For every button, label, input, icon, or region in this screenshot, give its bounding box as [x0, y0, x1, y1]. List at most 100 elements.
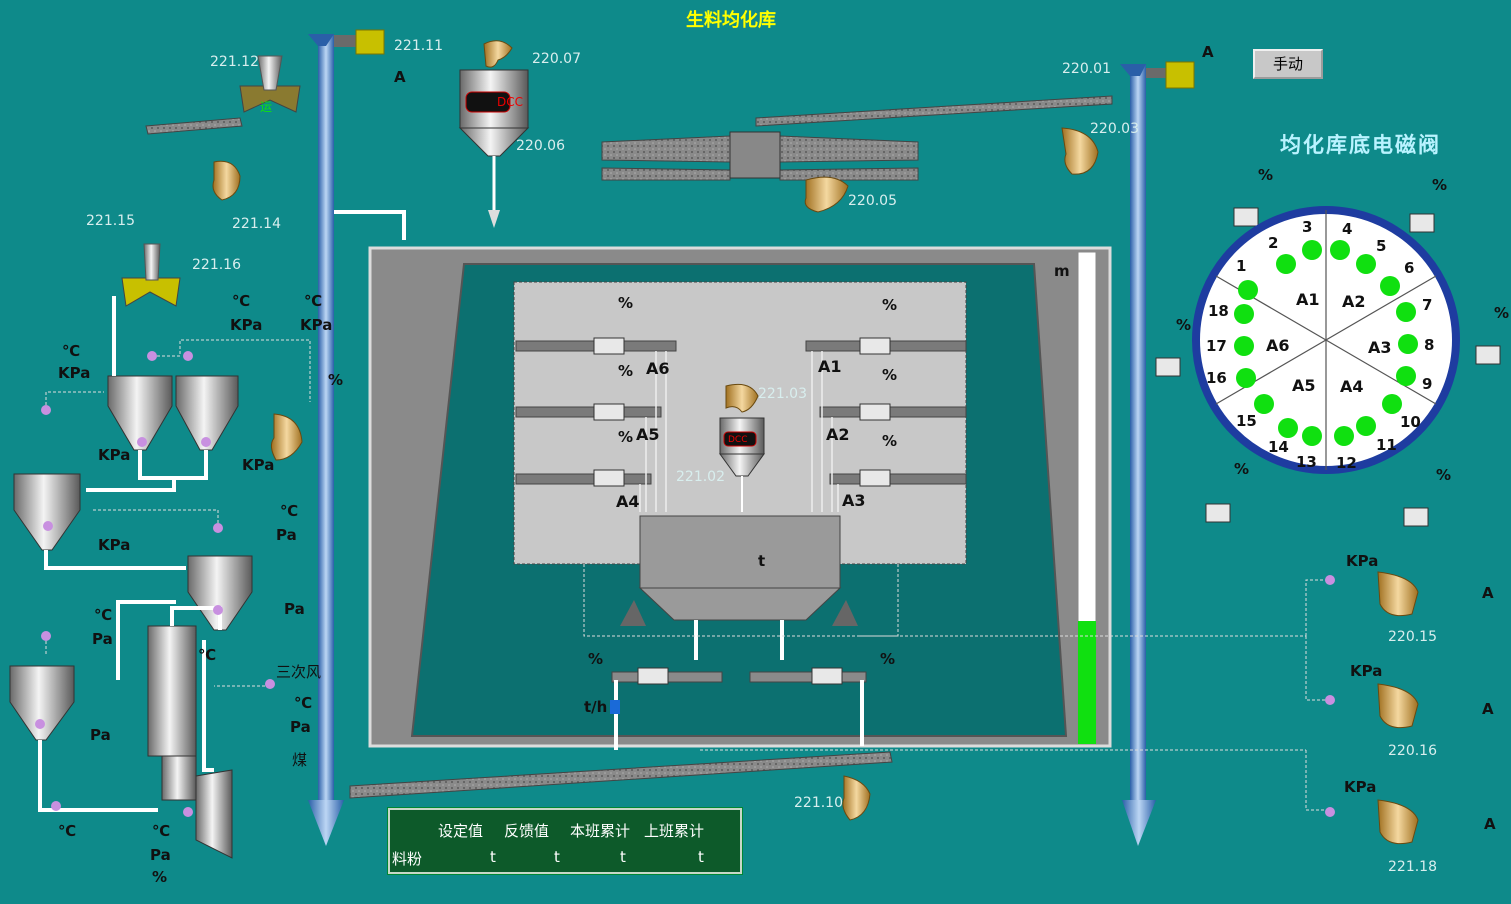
valve-number: 17 — [1206, 337, 1227, 355]
circle-label-a2: A2 — [1342, 292, 1366, 311]
tag-221-14: 221.14 — [232, 216, 281, 232]
signal-lines — [45, 339, 1330, 811]
tag-220-07: 220.07 — [532, 51, 581, 67]
manual-button[interactable]: 手动 — [1253, 49, 1323, 79]
celsius-unit: ℃ — [304, 292, 323, 310]
circle-label-a5: A5 — [1292, 376, 1316, 395]
tertiary-air-label: 三次风 — [276, 663, 322, 681]
white-lines-left — [38, 210, 406, 812]
feedback-unit: t — [554, 848, 560, 866]
section-label-a6: A6 — [646, 359, 670, 378]
valve-number: 6 — [1404, 259, 1415, 277]
celsius-unit: ℃ — [152, 822, 171, 840]
ton-unit: t — [758, 552, 766, 570]
tag-221-10: 221.10 — [794, 795, 843, 811]
air-lines — [639, 351, 839, 512]
tph-unit: t/h — [584, 698, 608, 716]
convey-label: 运 — [260, 100, 273, 114]
kpa-unit: KPa — [58, 364, 91, 382]
valve-number: 15 — [1236, 412, 1257, 430]
percent-unit: % — [152, 868, 168, 886]
pa-unit: Pa — [90, 726, 111, 744]
valve-number: 7 — [1422, 296, 1433, 314]
valve-number: 18 — [1208, 302, 1229, 320]
percent-unit: % — [1176, 316, 1192, 334]
pa-unit: Pa — [284, 600, 305, 618]
pa-unit: Pa — [290, 718, 311, 736]
valve-number: 1 — [1236, 257, 1247, 275]
dust-collector-mid[interactable] — [719, 417, 765, 512]
dcc-label-small: DCC — [728, 435, 748, 445]
celsius-unit: ℃ — [58, 822, 77, 840]
section-label-a5: A5 — [636, 425, 660, 444]
valve-panel-title: 均化库底电磁阀 — [1280, 133, 1441, 157]
meter-unit: m — [1054, 262, 1070, 280]
circle-label-a4: A4 — [1340, 377, 1364, 396]
kpa-unit: KPa — [98, 536, 131, 554]
valve-lamps — [1234, 240, 1418, 446]
circle-label-a6: A6 — [1266, 336, 1290, 355]
feed-info-panel: 设定值 反馈值 本班累计 上班累计 料粉 t t t t — [388, 808, 742, 874]
percent-unit: % — [1234, 460, 1250, 478]
percent-unit: % — [882, 296, 898, 314]
top-conveyor[interactable] — [601, 95, 1113, 181]
bottom-conveyor[interactable] — [349, 751, 893, 799]
celsius-unit: ℃ — [198, 646, 217, 664]
section-label-a3: A3 — [842, 491, 866, 510]
tag-221-15: 221.15 — [86, 213, 135, 229]
central-hopper[interactable] — [620, 515, 858, 626]
percent-unit: % — [588, 650, 604, 668]
tag-221-16: 221.16 — [192, 257, 241, 273]
circle-label-a1: A1 — [1296, 290, 1320, 309]
circle-label-a3: A3 — [1368, 338, 1392, 357]
flowmeter — [610, 700, 620, 714]
header-prev-shift-total: 上班累计 — [644, 822, 705, 840]
sensor-dots — [35, 351, 1335, 817]
bucket-elevator-left[interactable] — [308, 29, 385, 846]
kpa-unit: KPa — [300, 316, 333, 334]
percent-unit: % — [328, 371, 344, 389]
valve-number: 11 — [1376, 436, 1397, 454]
dcc-label: DCC — [497, 95, 523, 109]
percent-unit: % — [1494, 304, 1510, 322]
percent-unit: % — [880, 650, 896, 668]
dust-collector-top[interactable] — [458, 69, 530, 228]
tag-221-11: 221.11 — [394, 38, 443, 54]
bucket-elevator-right[interactable] — [1120, 61, 1195, 846]
kpa-unit: KPa — [1344, 778, 1377, 796]
kpa-unit: KPa — [98, 446, 131, 464]
valve-number: 4 — [1342, 220, 1353, 238]
feed-pipes — [614, 620, 864, 750]
valve-number: 10 — [1400, 413, 1421, 431]
pa-unit: Pa — [276, 526, 297, 544]
amp-unit: A — [1484, 815, 1496, 833]
kpa-unit: KPa — [1346, 552, 1379, 570]
valve-number: 12 — [1336, 454, 1357, 472]
row-label-raw-meal: 料粉 — [392, 850, 423, 868]
percent-unit: % — [618, 362, 634, 380]
tag-220-03: 220.03 — [1090, 121, 1139, 137]
percent-unit: % — [1436, 466, 1452, 484]
percent-unit: % — [882, 432, 898, 450]
kpa-unit: KPa — [230, 316, 263, 334]
coal-label: 煤 — [292, 751, 308, 769]
valve-number: 3 — [1302, 218, 1313, 236]
amp-unit: A — [1482, 584, 1494, 602]
header-setpoint: 设定值 — [438, 822, 484, 840]
celsius-unit: ℃ — [232, 292, 251, 310]
celsius-unit: ℃ — [294, 694, 313, 712]
section-label-a2: A2 — [826, 425, 850, 444]
percent-unit: % — [882, 366, 898, 384]
celsius-unit: ℃ — [280, 502, 299, 520]
section-label-a1: A1 — [818, 357, 842, 376]
tag-220-05: 220.05 — [848, 193, 897, 209]
tag-221-02: 221.02 — [676, 469, 725, 485]
homogenization-silo — [368, 246, 1112, 748]
celsius-unit: ℃ — [62, 342, 81, 360]
fan-icon[interactable] — [212, 40, 1419, 845]
chute-top-left[interactable] — [121, 55, 301, 307]
pa-unit: Pa — [150, 846, 171, 864]
valve-number: 13 — [1296, 453, 1317, 471]
valve-icons[interactable] — [593, 207, 1501, 685]
